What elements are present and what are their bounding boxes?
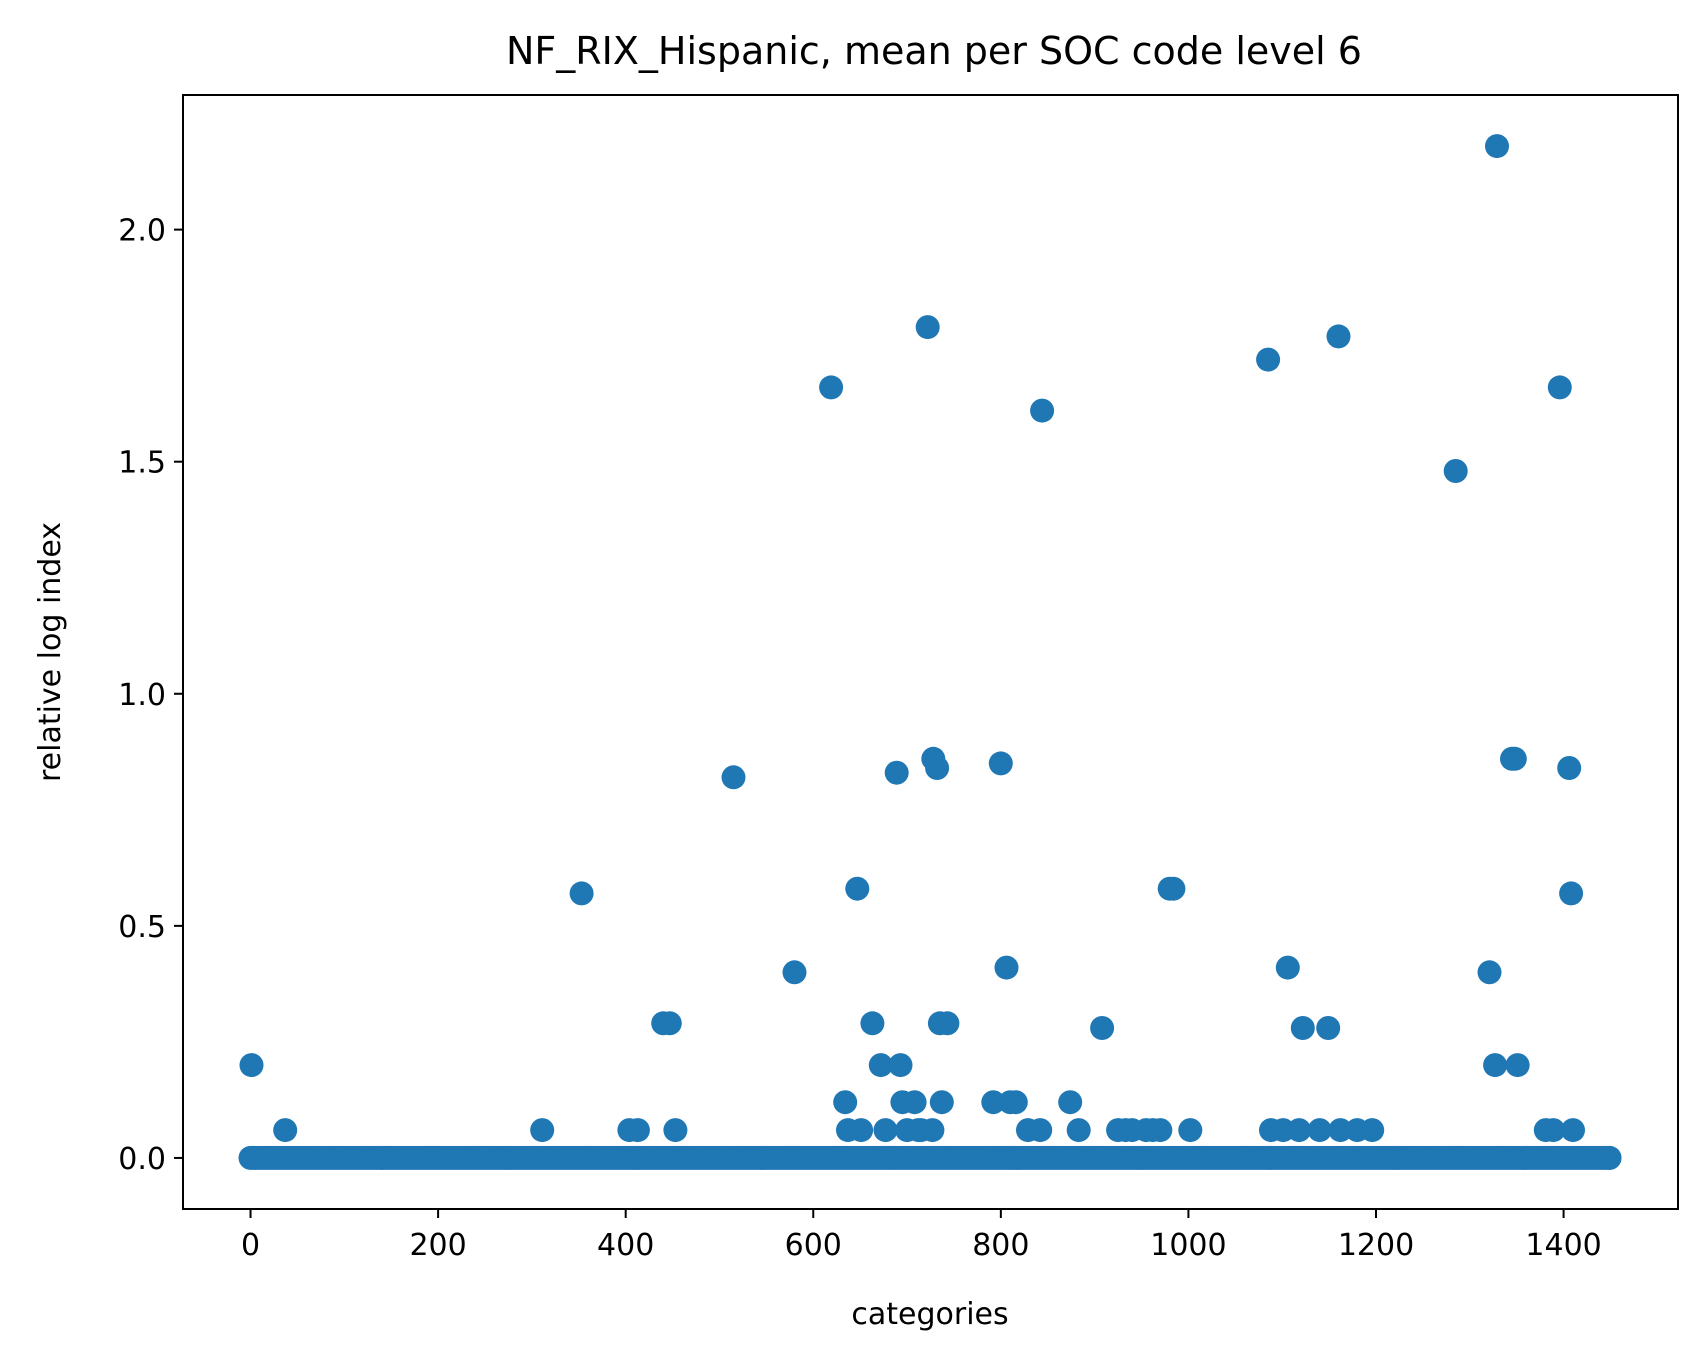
- data-point: [873, 1118, 898, 1143]
- data-point: [1483, 1053, 1508, 1078]
- data-point: [935, 1011, 960, 1036]
- data-point: [1058, 1090, 1083, 1115]
- data-point: [1287, 1118, 1312, 1143]
- data-point: [845, 876, 870, 901]
- data-point: [929, 1090, 954, 1115]
- data-point: [1030, 398, 1055, 423]
- data-point: [1326, 324, 1351, 349]
- data-point: [925, 756, 950, 780]
- data-point: [884, 760, 909, 785]
- x-axis-label: categories: [851, 1297, 1008, 1332]
- data-point: [1443, 459, 1468, 483]
- data-point: [1557, 756, 1582, 780]
- data-point: [1559, 881, 1584, 906]
- x-axis-ticks: 0 200 400 600 800 1000 1200 1400: [241, 1209, 1602, 1263]
- data-point: [1328, 1118, 1353, 1143]
- y-tick-label: 1.0: [118, 678, 166, 713]
- data-point: [833, 1090, 858, 1115]
- data-point: [782, 960, 807, 985]
- data-point: [239, 1053, 264, 1078]
- data-points: [238, 134, 1622, 1170]
- data-point: [1161, 876, 1186, 901]
- x-tick-label: 400: [597, 1228, 654, 1263]
- x-tick-label: 0: [241, 1228, 260, 1263]
- data-point: [888, 1053, 913, 1078]
- y-tick-label: 2.0: [118, 214, 166, 249]
- y-tick-label: 0.5: [118, 910, 166, 945]
- x-tick-label: 1000: [1150, 1228, 1226, 1263]
- data-point: [1028, 1118, 1053, 1143]
- data-point: [1316, 1016, 1341, 1040]
- data-point: [657, 1011, 682, 1036]
- data-point: [1003, 1090, 1028, 1115]
- data-point: [988, 751, 1013, 776]
- data-point: [849, 1118, 874, 1143]
- data-point: [530, 1118, 555, 1143]
- data-point: [1502, 746, 1527, 771]
- data-point: [1477, 960, 1502, 985]
- data-point: [1148, 1118, 1173, 1143]
- data-point: [1290, 1016, 1315, 1040]
- data-point: [1066, 1118, 1091, 1143]
- y-tick-label: 0.0: [118, 1142, 166, 1177]
- data-point: [1360, 1118, 1385, 1143]
- data-point: [721, 765, 746, 790]
- data-point: [994, 955, 1019, 980]
- data-point-baseline: [1597, 1145, 1622, 1170]
- data-point: [1307, 1118, 1332, 1143]
- data-point: [1178, 1118, 1203, 1143]
- y-axis-ticks: 0.0 0.5 1.0 1.5 2.0: [118, 214, 183, 1177]
- data-point: [663, 1118, 688, 1143]
- data-point: [273, 1118, 298, 1143]
- data-point: [1256, 347, 1281, 372]
- chart-title: NF_RIX_Hispanic, mean per SOC code level…: [506, 29, 1362, 73]
- data-point: [920, 1118, 945, 1143]
- data-point: [860, 1011, 885, 1036]
- data-point: [902, 1090, 927, 1115]
- data-point: [1275, 955, 1300, 980]
- data-point: [819, 375, 844, 400]
- data-point: [625, 1118, 650, 1143]
- data-point: [1505, 1053, 1530, 1078]
- plot-frame: [182, 94, 1679, 1210]
- data-point: [915, 315, 940, 340]
- data-point: [868, 1053, 893, 1078]
- data-point: [1541, 1118, 1566, 1143]
- data-point: [1547, 375, 1572, 400]
- data-point: [1090, 1016, 1115, 1040]
- x-tick-label: 1200: [1338, 1228, 1414, 1263]
- data-point: [569, 881, 594, 906]
- x-tick-label: 800: [972, 1228, 1029, 1263]
- y-axis-label: relative log index: [33, 522, 68, 782]
- data-point: [981, 1090, 1006, 1115]
- x-tick-label: 200: [409, 1228, 466, 1263]
- x-tick-label: 600: [785, 1228, 842, 1263]
- data-point: [1561, 1118, 1585, 1143]
- x-tick-label: 1400: [1525, 1228, 1601, 1263]
- data-point: [1485, 134, 1509, 159]
- y-tick-label: 1.5: [118, 446, 166, 481]
